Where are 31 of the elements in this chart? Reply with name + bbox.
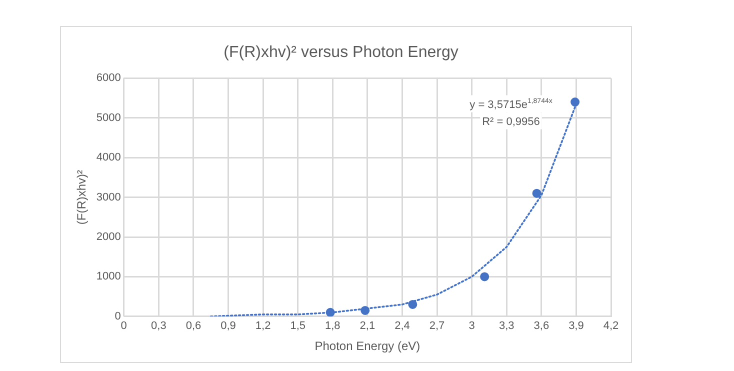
x-tick-label: 4,2 bbox=[603, 320, 619, 332]
x-tick-label: 1,5 bbox=[290, 320, 306, 332]
x-tick-label: 0,9 bbox=[220, 320, 236, 332]
x-axis-title: Photon Energy (eV) bbox=[314, 339, 420, 354]
x-tick-label: 2,4 bbox=[394, 320, 410, 332]
x-tick-label: 3,3 bbox=[498, 320, 514, 332]
x-tick-label: 3 bbox=[468, 320, 475, 332]
point bbox=[532, 188, 542, 198]
point bbox=[408, 300, 418, 309]
y-tick-label: 1000 bbox=[96, 270, 121, 283]
x-tick-label: 1,8 bbox=[324, 320, 340, 332]
x-tick-label: 0,6 bbox=[186, 320, 202, 332]
x-tick-label: 0,3 bbox=[151, 320, 166, 332]
annotation: R² = 0,9956 bbox=[482, 116, 540, 128]
chart-title: (F(R)xhv)² versus Photon Energy bbox=[224, 44, 458, 62]
y-tick-label: 0 bbox=[114, 310, 121, 322]
point bbox=[360, 306, 370, 315]
point bbox=[480, 272, 490, 282]
point bbox=[570, 98, 580, 107]
x-tick-label: 2,1 bbox=[360, 320, 376, 332]
x-tick-label: 2,7 bbox=[429, 320, 445, 332]
y-tick-label: 6000 bbox=[96, 72, 121, 84]
y-axis-title: (F(R)xhv)² bbox=[74, 170, 89, 225]
y-tick-label: 4000 bbox=[96, 152, 121, 164]
y-tick-label: 3000 bbox=[96, 191, 121, 204]
y-tick-label: 2000 bbox=[96, 231, 121, 244]
x-tick-label: 3,6 bbox=[534, 320, 550, 332]
x-tick-label: 3,9 bbox=[568, 320, 584, 332]
y-tick-label: 5000 bbox=[96, 112, 121, 124]
x-tick-label: 1,2 bbox=[255, 320, 271, 332]
point bbox=[326, 308, 335, 316]
